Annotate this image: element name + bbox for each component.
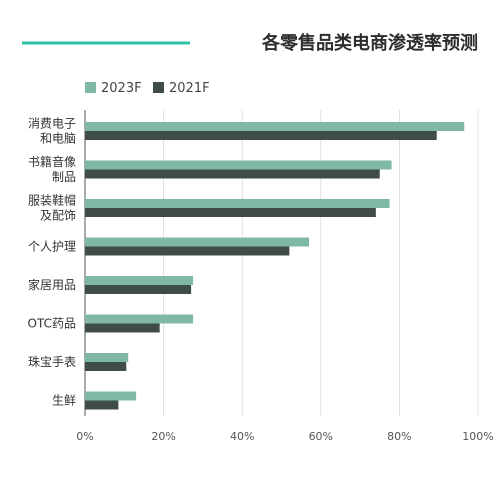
bar-2023f-0 — [85, 122, 465, 131]
category-label: OTC药品 — [28, 317, 76, 331]
x-tick-label: 40% — [230, 430, 254, 443]
bars — [85, 122, 465, 410]
bar-2023f-4 — [85, 276, 194, 285]
x-tick-label: 0% — [76, 430, 93, 443]
bar-2021f-7 — [85, 400, 119, 410]
bar-2023f-6 — [85, 353, 129, 362]
category-label: 珠宝手表 — [28, 355, 76, 369]
category-label: 家居用品 — [28, 277, 76, 292]
legend-swatch-2023f — [85, 82, 96, 93]
gridlines — [84, 110, 479, 416]
bar-2023f-5 — [85, 314, 194, 324]
x-tick-labels: 0% 20% 40% 60% 80% 100% — [76, 430, 493, 443]
bar-2021f-5 — [85, 323, 160, 333]
x-tick-label: 60% — [309, 430, 333, 443]
bar-2021f-0 — [85, 131, 437, 140]
x-tick-label: 80% — [387, 430, 411, 443]
bar-2021f-3 — [85, 246, 290, 256]
legend-label-2023f: 2023F — [101, 81, 142, 96]
bar-2023f-1 — [85, 160, 392, 170]
x-tick-label: 100% — [462, 430, 493, 443]
category-label: 个人护理 — [28, 240, 76, 254]
bar-2021f-2 — [85, 208, 376, 217]
legend-swatch-2021f — [153, 82, 164, 93]
category-label: 生鲜 — [52, 394, 76, 408]
category-label: 服装鞋帽及配饰 — [28, 193, 76, 223]
category-label: 消费电子和电脑 — [28, 117, 76, 146]
bar-2021f-4 — [85, 285, 192, 294]
x-tick-label: 20% — [151, 430, 175, 443]
legend-label-2021f: 2021F — [169, 81, 210, 96]
bar-2023f-3 — [85, 237, 310, 247]
bar-2021f-1 — [85, 169, 380, 179]
category-label: 书籍音像制品 — [28, 154, 76, 184]
bar-2021f-6 — [85, 362, 127, 371]
chart-title: 各零售品类电商渗透率预测 — [261, 32, 478, 54]
legend: 2023F 2021F — [85, 81, 210, 96]
bar-2023f-7 — [85, 391, 137, 401]
bar-2023f-2 — [85, 199, 390, 208]
